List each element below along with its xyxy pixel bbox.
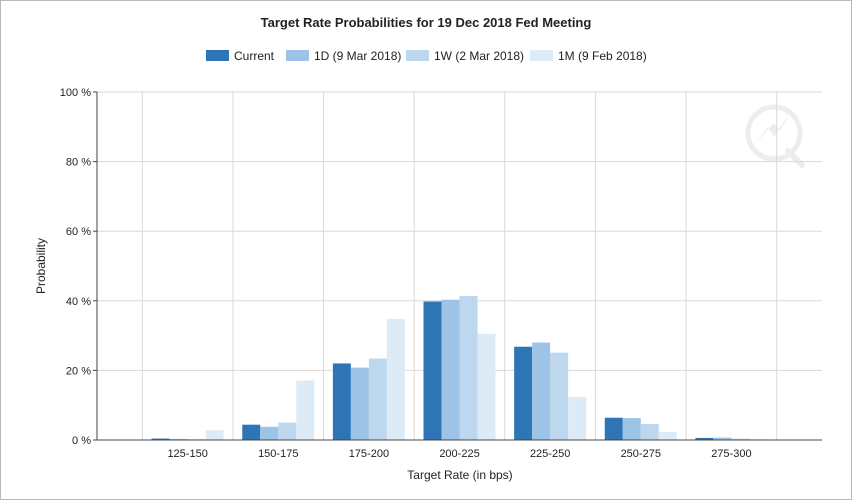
legend-label: 1M (9 Feb 2018) xyxy=(558,49,647,63)
bar xyxy=(604,417,623,440)
bars xyxy=(151,295,768,440)
y-tick-label: 0 % xyxy=(72,435,91,447)
bar xyxy=(731,438,750,440)
axes xyxy=(96,92,822,441)
y-ticks: 0 % 20 % 40 % 60 % 80 % 100 % xyxy=(60,87,97,447)
bar xyxy=(658,431,677,440)
bar xyxy=(350,367,369,440)
y-tick-label: 80 % xyxy=(66,157,91,169)
bar xyxy=(622,418,641,440)
bar xyxy=(278,422,297,440)
bar xyxy=(550,352,569,440)
bar xyxy=(713,437,732,440)
bar xyxy=(532,342,551,440)
legend-swatch xyxy=(406,50,429,61)
bar xyxy=(332,363,351,440)
y-tick-label: 100 % xyxy=(60,87,91,99)
bar xyxy=(205,430,224,440)
y-tick-label: 20 % xyxy=(66,365,91,377)
watermark-logo-icon xyxy=(745,104,805,168)
legend-swatch xyxy=(530,50,553,61)
grid xyxy=(97,91,822,441)
x-tick-label: 125-150 xyxy=(167,448,207,460)
x-tick-label: 175-200 xyxy=(349,448,389,460)
bar xyxy=(695,437,714,440)
legend-swatch xyxy=(286,50,309,61)
x-ticks: 125-150 150-175 175-200 200-225 225-250 250-2… xyxy=(167,448,751,460)
legend-label: 1W (2 Mar 2018) xyxy=(434,49,524,63)
bar xyxy=(368,358,387,440)
bar xyxy=(386,318,405,440)
x-tick-label: 250-275 xyxy=(621,448,661,460)
legend-label: Current xyxy=(234,49,275,63)
x-axis-label: Target Rate (in bps) xyxy=(407,468,512,482)
bar xyxy=(151,438,170,440)
legend-swatch xyxy=(206,50,229,61)
legend: Current 1D (9 Mar 2018) 1W (2 Mar 2018) 1M … xyxy=(206,49,647,63)
bar xyxy=(296,380,315,440)
bar xyxy=(169,438,188,440)
y-tick-label: 40 % xyxy=(66,296,91,308)
bar xyxy=(260,426,279,440)
bar xyxy=(514,346,533,440)
bar xyxy=(477,333,496,440)
bar xyxy=(242,424,261,440)
bar xyxy=(423,301,442,440)
y-tick-label: 60 % xyxy=(66,226,91,238)
x-tick-label: 275-300 xyxy=(711,448,751,460)
bar xyxy=(568,396,587,440)
bar xyxy=(441,299,460,440)
x-tick-label: 200-225 xyxy=(439,448,479,460)
legend-label: 1D (9 Mar 2018) xyxy=(314,49,401,63)
x-tick-label: 225-250 xyxy=(530,448,570,460)
bar xyxy=(640,423,659,440)
x-tick-label: 150-175 xyxy=(258,448,298,460)
chart-title: Target Rate Probabilities for 19 Dec 201… xyxy=(261,15,592,30)
y-axis-label: Probability xyxy=(34,238,48,294)
bar xyxy=(459,295,478,440)
